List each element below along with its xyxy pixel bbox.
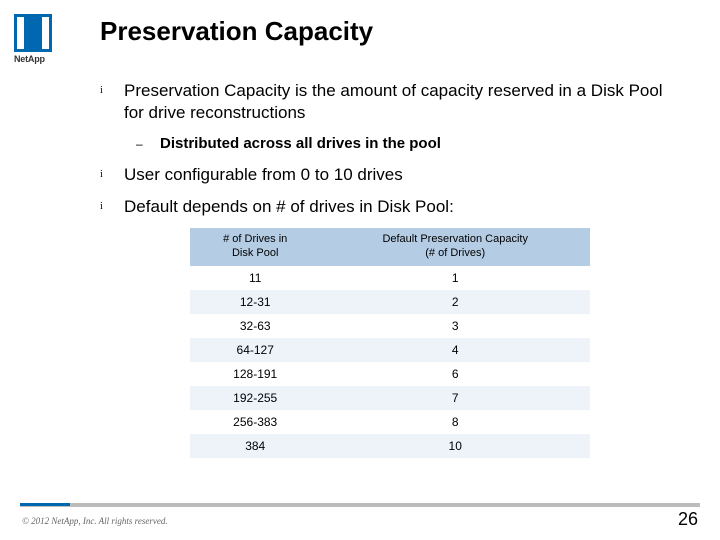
header-line: (# of Drives): [425, 247, 485, 259]
slide-title: Preservation Capacity: [100, 16, 373, 47]
header-line: # of Drives in: [223, 233, 287, 245]
table-row: 128-1916: [190, 362, 590, 386]
header-line: Disk Pool: [232, 247, 278, 259]
subbullet-glyph: –: [136, 134, 160, 154]
cell-drives: 12-31: [190, 290, 320, 314]
content-area: i Preservation Capacity is the amount of…: [100, 80, 680, 458]
cell-capacity: 3: [320, 314, 590, 338]
bullet-glyph: i: [100, 80, 124, 102]
bullet-text: Preservation Capacity is the amount of c…: [124, 80, 680, 124]
table-row: 32-633: [190, 314, 590, 338]
table-header-default: Default Preservation Capacity (# of Driv…: [320, 228, 590, 266]
cell-capacity: 6: [320, 362, 590, 386]
page-number: 26: [678, 509, 698, 530]
table-row: 256-3838: [190, 410, 590, 434]
cell-drives: 192-255: [190, 386, 320, 410]
bullet-text: User configurable from 0 to 10 drives: [124, 164, 403, 186]
bullet-text: Default depends on # of drives in Disk P…: [124, 196, 454, 218]
capacity-table: # of Drives in Disk Pool Default Preserv…: [190, 228, 590, 458]
subbullet-text: Distributed across all drives in the poo…: [160, 134, 441, 154]
logo-text: NetApp: [14, 54, 70, 64]
table-row: 111: [190, 266, 590, 290]
cell-drives: 128-191: [190, 362, 320, 386]
subbullet-item: – Distributed across all drives in the p…: [136, 134, 680, 154]
table-row: 192-2557: [190, 386, 590, 410]
table-row: 38410: [190, 434, 590, 458]
cell-drives: 32-63: [190, 314, 320, 338]
cell-capacity: 2: [320, 290, 590, 314]
cell-capacity: 7: [320, 386, 590, 410]
bullet-item: i Preservation Capacity is the amount of…: [100, 80, 680, 124]
bullet-glyph: i: [100, 196, 124, 218]
copyright-text: © 2012 NetApp, Inc. All rights reserved.: [22, 516, 168, 526]
header-line: Default Preservation Capacity: [382, 233, 528, 245]
bullet-item: i Default depends on # of drives in Disk…: [100, 196, 680, 218]
cell-capacity: 8: [320, 410, 590, 434]
cell-capacity: 4: [320, 338, 590, 362]
cell-drives: 384: [190, 434, 320, 458]
logo-mark: [14, 14, 52, 52]
cell-drives: 64-127: [190, 338, 320, 362]
cell-capacity: 1: [320, 266, 590, 290]
footer-rule: [20, 503, 700, 506]
table-row: 12-312: [190, 290, 590, 314]
cell-drives: 256-383: [190, 410, 320, 434]
cell-drives: 11: [190, 266, 320, 290]
table-header-drives: # of Drives in Disk Pool: [190, 228, 320, 266]
table-row: 64-1274: [190, 338, 590, 362]
cell-capacity: 10: [320, 434, 590, 458]
bullet-item: i User configurable from 0 to 10 drives: [100, 164, 680, 186]
netapp-logo: NetApp: [14, 14, 70, 64]
bullet-glyph: i: [100, 164, 124, 186]
